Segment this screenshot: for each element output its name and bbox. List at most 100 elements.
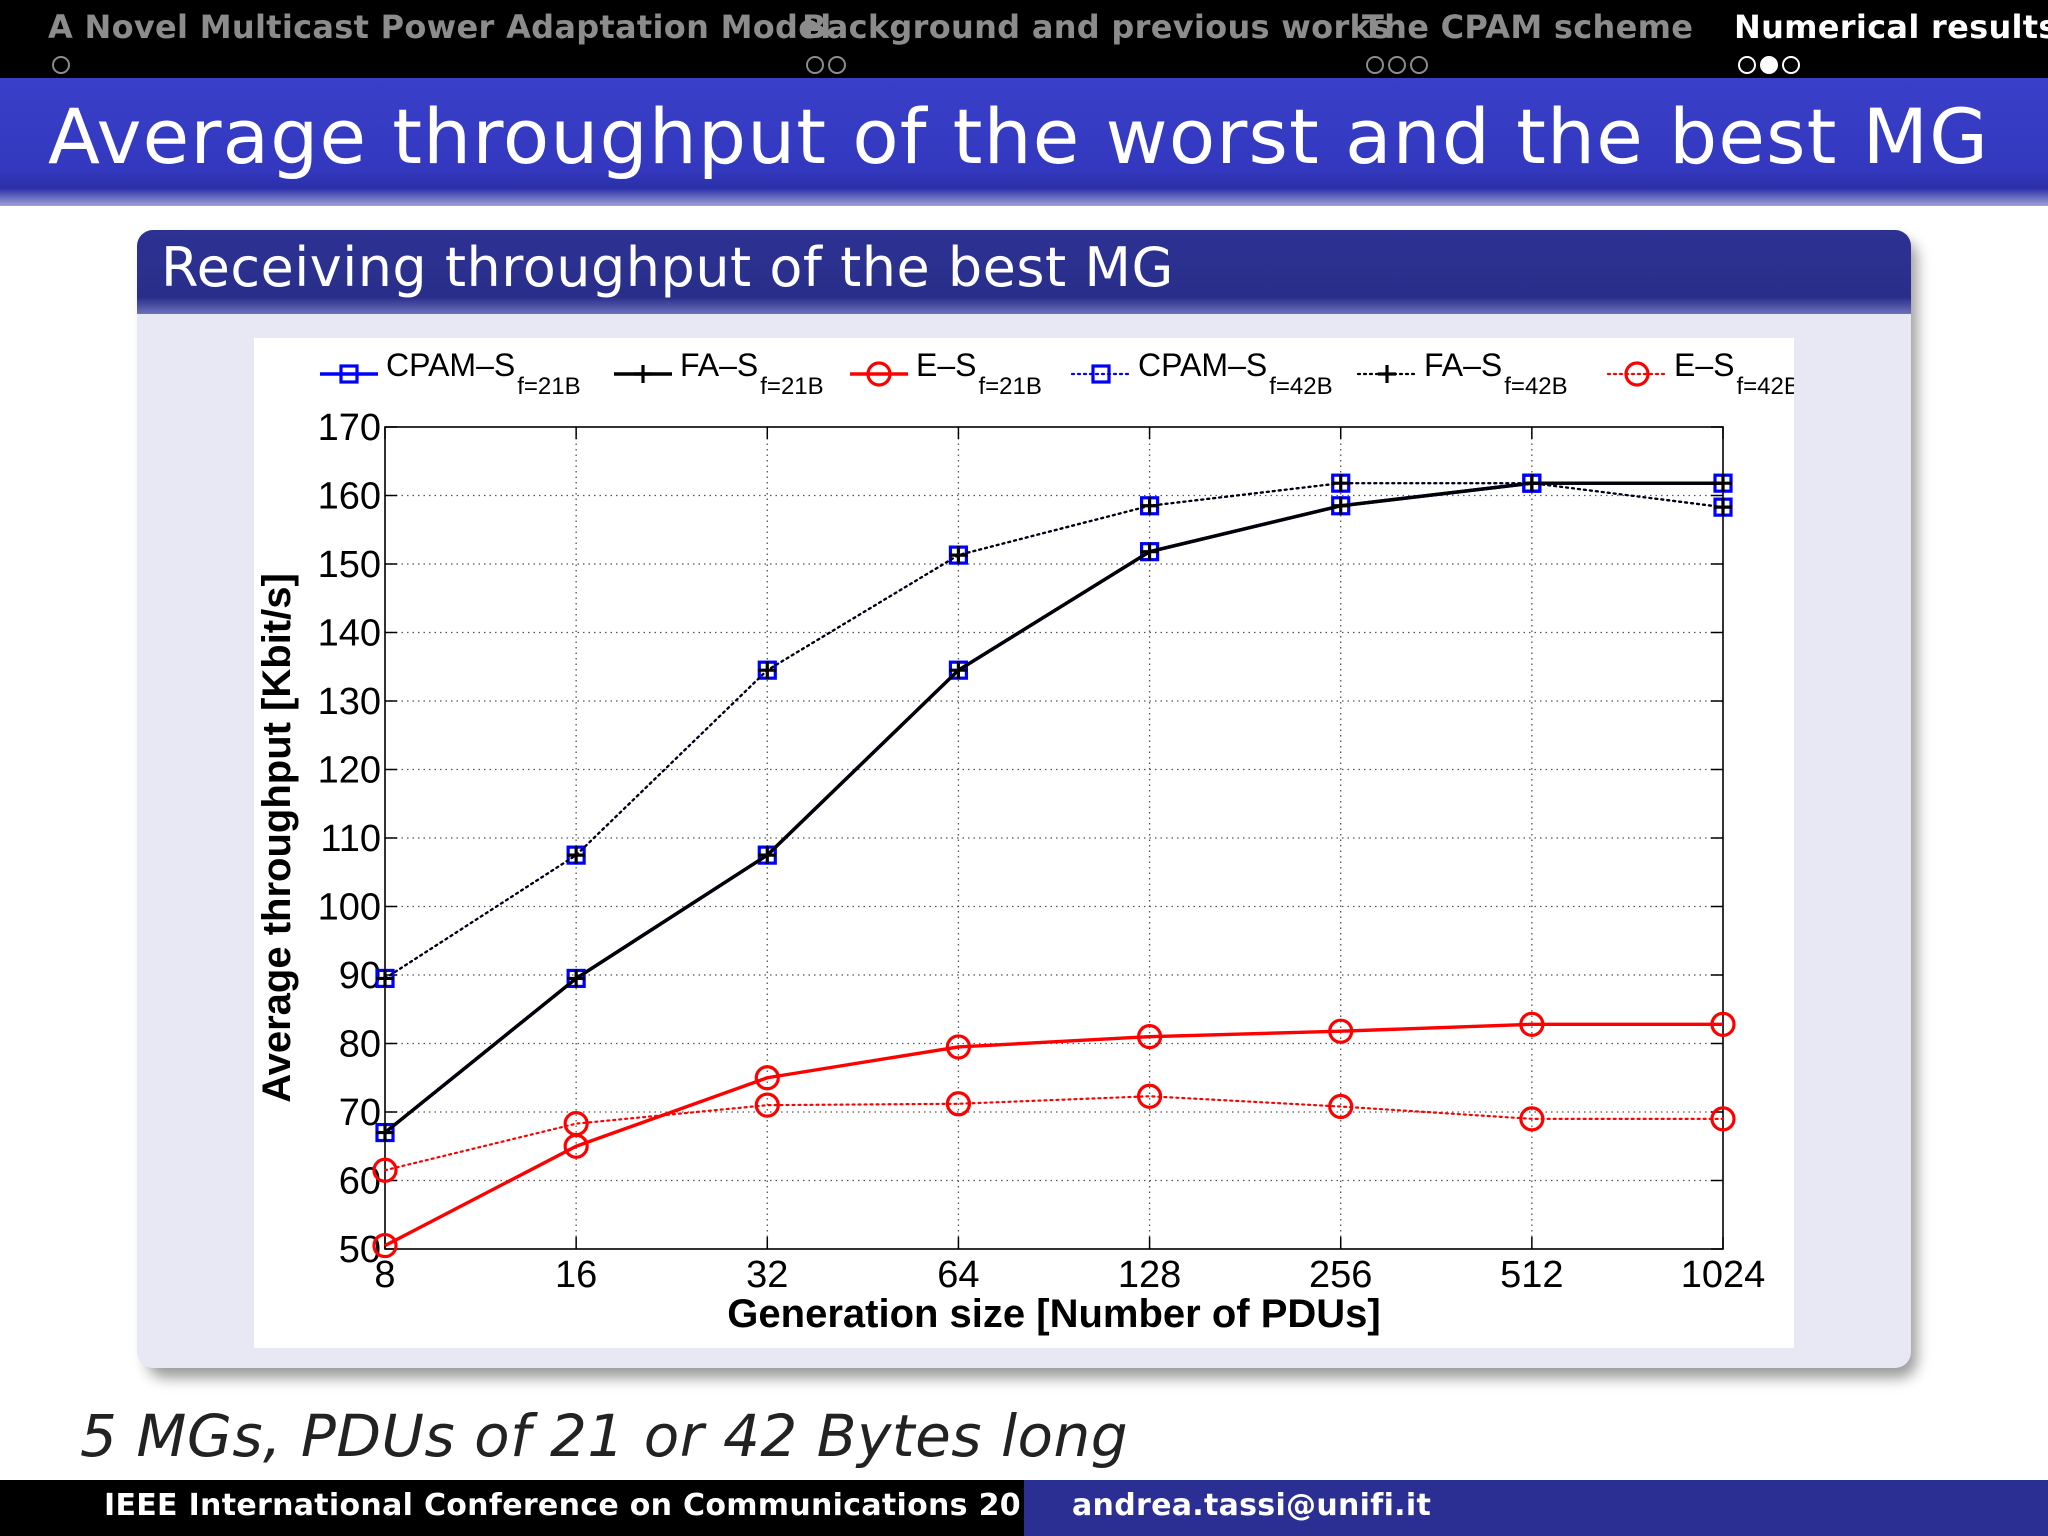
y-tick-label: 150 xyxy=(318,544,381,586)
data-point xyxy=(1328,1018,1354,1044)
data-point xyxy=(945,1034,972,1060)
legend-label: E–S xyxy=(916,347,976,383)
slide-footnote: 5 MGs, PDUs of 21 or 42 Bytes long xyxy=(80,1402,1129,1470)
series-line xyxy=(383,482,1725,980)
data-point xyxy=(1710,1011,1736,1037)
tick-marks xyxy=(384,426,1724,1250)
x-tick-label: 512 xyxy=(1500,1254,1563,1296)
footer-email: andrea.tassi@unifi.it xyxy=(1072,1488,1432,1523)
data-point xyxy=(1331,496,1350,515)
x-tick-label: 256 xyxy=(1309,1254,1372,1296)
footer-bar: IEEE International Conference on Communi… xyxy=(0,1480,2048,1536)
data-point xyxy=(1519,1106,1545,1132)
data-point xyxy=(949,546,968,565)
chart-legend: CPAM–Sf=21BFA–Sf=21BE–Sf=21BCPAM–Sf=42BF… xyxy=(320,347,1800,400)
data-point xyxy=(1331,474,1350,493)
legend-marker xyxy=(1378,365,1396,383)
section-navigation-bar: A Novel Multicast Power Adaptation Model… xyxy=(0,0,2048,78)
nav-dot[interactable] xyxy=(828,56,846,74)
data-point xyxy=(758,846,777,865)
data-point xyxy=(1140,496,1159,515)
data-point xyxy=(372,1232,398,1259)
legend-label: FA–S xyxy=(1424,347,1502,383)
data-point xyxy=(1136,1083,1163,1109)
series-5 xyxy=(372,1083,1736,1183)
data-point xyxy=(1522,474,1541,493)
nav-dot[interactable] xyxy=(1410,56,1428,74)
legend-marker xyxy=(1091,364,1111,384)
nav-dot[interactable] xyxy=(1760,56,1778,74)
nav-section-4[interactable]: Numerical results xyxy=(1734,8,2048,46)
chart-frame: 8 16 32 64 128 256 512 1024 50 60 70 80 90 100 110 120 1… xyxy=(254,338,1800,1348)
legend-subscript: f=42B xyxy=(1504,373,1567,400)
y-tick-label: 100 xyxy=(318,887,381,929)
throughput-chart: 8 16 32 64 128 256 512 102450607080901001101201… xyxy=(255,347,1800,1336)
block-title: Receiving throughput of the best MG xyxy=(161,236,1174,299)
y-tick-label: 110 xyxy=(320,818,381,860)
x-tick-label: 1024 xyxy=(1681,1254,1766,1296)
data-point xyxy=(1714,474,1732,493)
y-tick-label: 120 xyxy=(318,750,381,792)
data-point xyxy=(372,1157,398,1183)
legend-marker xyxy=(1624,361,1650,387)
nav-dots-4[interactable] xyxy=(1738,56,1804,76)
data-point xyxy=(945,1091,972,1117)
legend-subscript: f=42B xyxy=(1269,373,1332,400)
legend-subscript: f=21B xyxy=(517,373,580,400)
x-tick-label: 32 xyxy=(746,1254,788,1296)
nav-dot[interactable] xyxy=(1782,56,1800,74)
data-point xyxy=(1710,1106,1736,1132)
data-point xyxy=(567,846,586,865)
slide-title-bar: Average throughput of the worst and the … xyxy=(0,78,2048,206)
data-point xyxy=(1140,542,1159,561)
legend-label: CPAM–S xyxy=(1138,347,1267,383)
series-line xyxy=(383,481,1723,1134)
footer-left: IEEE International Conference on Communi… xyxy=(0,1480,1063,1536)
data-point xyxy=(1136,1024,1163,1050)
legend-label: FA–S xyxy=(680,347,758,383)
nav-dot[interactable] xyxy=(1738,56,1756,74)
nav-dots-1[interactable] xyxy=(52,56,74,76)
legend-subscript: f=21B xyxy=(760,373,823,400)
x-tick-label: 64 xyxy=(937,1254,979,1296)
plot-area xyxy=(385,427,1723,1249)
series-2 xyxy=(372,1011,1736,1259)
series-line xyxy=(384,1022,1723,1248)
y-axis-label: Average throughput [Kbit/s] xyxy=(255,573,299,1103)
series-line xyxy=(383,1095,1725,1172)
nav-dot[interactable] xyxy=(1388,56,1406,74)
legend-marker xyxy=(866,361,892,387)
slide-title: Average throughput of the worst and the … xyxy=(48,92,1990,181)
data-point xyxy=(1714,498,1732,517)
data-point xyxy=(563,1111,589,1137)
nav-dots-3[interactable] xyxy=(1366,56,1432,76)
data-point xyxy=(949,661,968,680)
y-tick-label: 80 xyxy=(339,1024,381,1066)
block-header: Receiving throughput of the best MG xyxy=(137,230,1911,314)
data-point xyxy=(1328,1093,1354,1120)
data-point xyxy=(376,969,394,988)
nav-section-1[interactable]: A Novel Multicast Power Adaptation Model xyxy=(48,8,832,46)
data-point xyxy=(1519,1011,1545,1037)
nav-dot[interactable] xyxy=(52,56,70,74)
nav-dots-2[interactable] xyxy=(806,56,850,76)
legend-marker xyxy=(339,364,359,384)
nav-dot[interactable] xyxy=(1366,56,1384,74)
y-tick-label: 70 xyxy=(339,1092,381,1134)
nav-section-3[interactable]: The CPAM scheme xyxy=(1362,8,1694,46)
y-tick-label: 130 xyxy=(318,681,381,723)
nav-section-2[interactable]: Background and previous works xyxy=(802,8,1391,46)
nav-dot[interactable] xyxy=(806,56,824,74)
legend-subscript: f=21B xyxy=(978,373,1041,400)
data-point xyxy=(376,1123,394,1142)
y-tick-label: 170 xyxy=(318,407,381,449)
x-tick-label: 8 xyxy=(374,1254,395,1296)
series-4 xyxy=(376,474,1732,988)
data-point xyxy=(754,1065,780,1091)
data-point xyxy=(567,969,586,988)
y-tick-label: 90 xyxy=(339,955,381,997)
data-point xyxy=(754,1092,780,1118)
legend-label: E–S xyxy=(1674,347,1734,383)
legend-marker xyxy=(634,365,652,383)
x-tick-label: 16 xyxy=(555,1254,597,1296)
